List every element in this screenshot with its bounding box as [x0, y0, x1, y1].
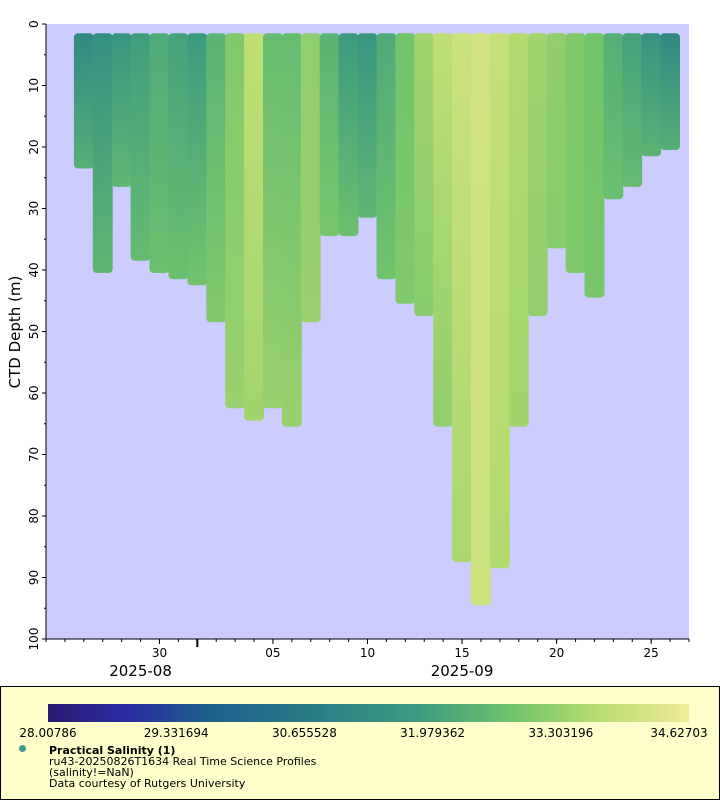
y-tick-label: 100 — [27, 628, 41, 651]
y-axis-title: CTD Depth (m) — [6, 276, 24, 389]
legend-credit-line: Data courtesy of Rutgers University — [49, 777, 246, 790]
profile-band — [111, 33, 132, 187]
profile-band — [73, 33, 94, 169]
legend-source-line: ru43-20250826T1634 Real Time Science Pro… — [49, 755, 317, 768]
x-tick-label: 15 — [454, 646, 469, 660]
profile-band — [584, 33, 605, 298]
y-tick-label: 10 — [27, 78, 41, 93]
profile-band — [357, 33, 378, 218]
profile-band — [300, 33, 321, 323]
profile-band — [206, 33, 227, 323]
profile-band — [660, 33, 680, 150]
profile-band — [565, 33, 586, 273]
colorbar-tick-label: 30.655528 — [271, 726, 337, 740]
profile-band — [452, 33, 472, 563]
profile-band — [546, 33, 567, 249]
chart: 0 10 20 30 40 50 60 70 80 90 100 30 05 10 15 20 25 2025-… — [6, 20, 690, 680]
profile-band — [92, 33, 113, 273]
y-tick-label: 60 — [27, 385, 41, 400]
colorbar-tick-label: 34.62703 — [650, 726, 708, 740]
profile-band — [187, 33, 208, 286]
profile-band — [603, 33, 624, 200]
profile-band — [149, 33, 170, 273]
legend-panel: 28.00786 29.331694 30.655528 31.979362 33.30… — [0, 686, 720, 800]
x-tick-label: 05 — [265, 646, 280, 660]
profile-band — [471, 33, 491, 606]
profile-band — [338, 33, 359, 237]
profile-band — [281, 33, 302, 427]
x-tick-label: 25 — [644, 646, 659, 660]
profile-band — [244, 33, 264, 421]
profile-band — [489, 33, 510, 569]
legend-title: Practical Salinity (1) — [49, 744, 176, 757]
y-tick-label: 50 — [27, 324, 41, 339]
profile-band — [395, 33, 416, 304]
y-tick-label: 90 — [27, 570, 41, 585]
colorbar-tick-label: 29.331694 — [143, 726, 209, 740]
y-tick-label: 30 — [27, 201, 41, 216]
profile-band — [168, 33, 189, 280]
x-tick-label: 30 — [152, 646, 167, 660]
legend-constraint-line: (salinity!=NaN) — [49, 766, 134, 779]
profile-band — [263, 33, 283, 409]
profile-band — [527, 33, 548, 317]
legend-marker-icon — [19, 745, 26, 752]
y-tick-label: 70 — [27, 447, 41, 462]
y-tick-label: 40 — [27, 262, 41, 277]
profile-band — [622, 33, 643, 187]
profile-band — [433, 33, 454, 427]
profile-band — [508, 33, 529, 427]
x-tick-label: 20 — [549, 646, 564, 660]
y-tick-label: 0 — [27, 20, 41, 28]
colorbar-tick-label: 28.00786 — [19, 726, 77, 740]
profile-band — [376, 33, 397, 280]
x-month-label: 2025-08 — [109, 662, 172, 680]
x-month-label: 2025-09 — [431, 662, 494, 680]
colorbar — [48, 704, 689, 722]
colorbar-tick-label: 33.303196 — [528, 726, 594, 740]
colorbar-tick-label: 31.979362 — [400, 726, 466, 740]
profile-band — [130, 33, 151, 261]
y-tick-label: 80 — [27, 508, 41, 523]
x-tick-label: 10 — [360, 646, 375, 660]
profile-band — [641, 33, 662, 157]
profile-band — [414, 33, 435, 317]
profile-band — [225, 33, 246, 409]
profile-band — [319, 33, 340, 237]
y-tick-label: 20 — [27, 139, 41, 154]
